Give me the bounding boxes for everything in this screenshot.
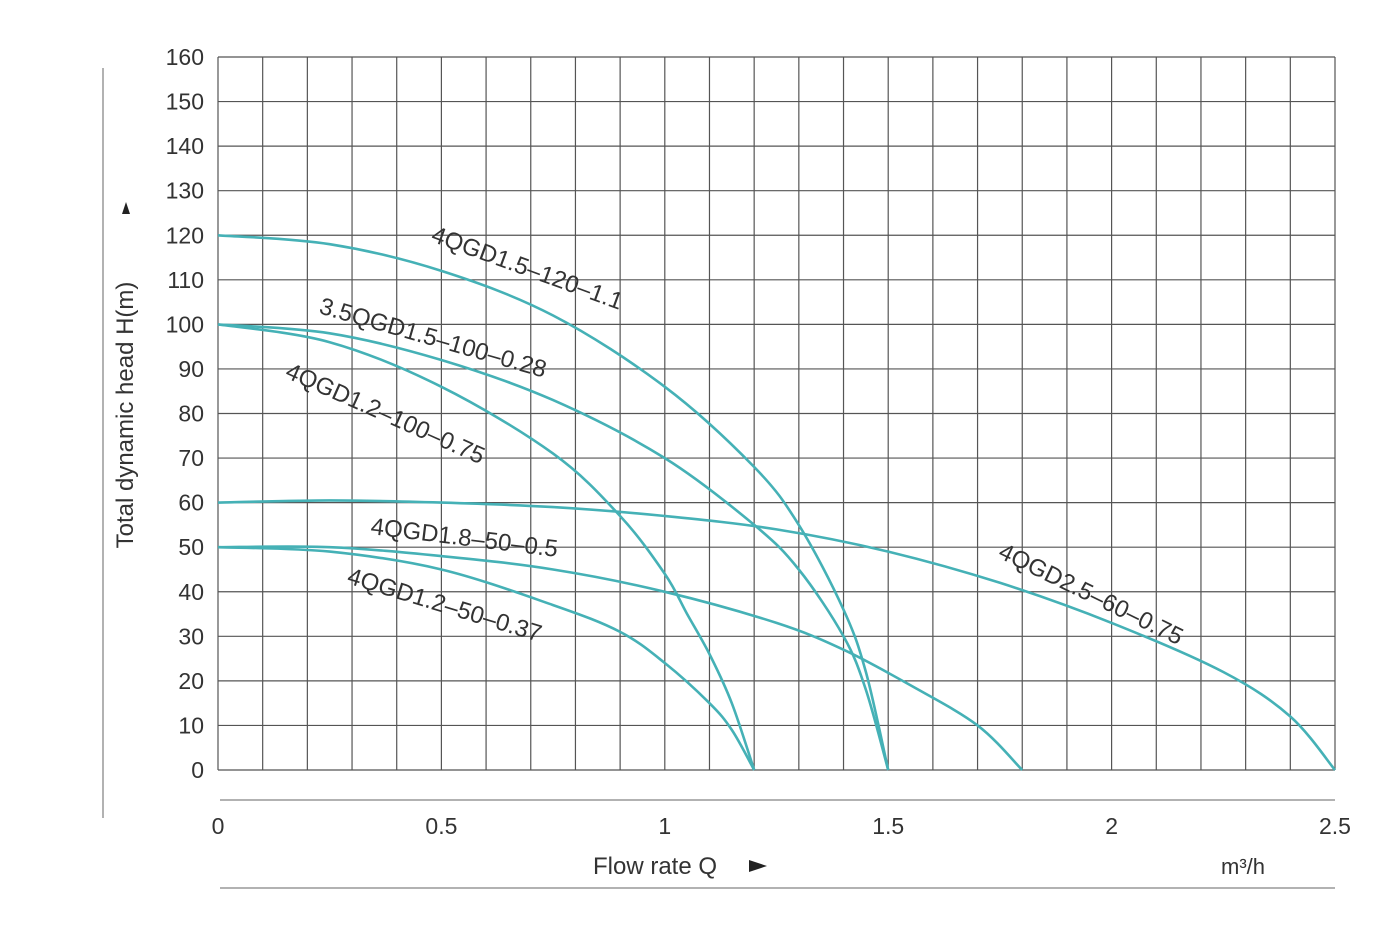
x-axis-title: Flow rate Q [593,853,717,880]
y-tick-label: 130 [166,178,204,204]
curve-label: 4QGD2.5–60–0.75 [994,538,1187,651]
x-axis-unit: m³/h [1221,854,1265,879]
grid [217,56,1336,771]
x-axis-arrow-icon [749,860,767,872]
y-axis-title: Total dynamic head H(m) [112,282,139,549]
y-tick-label: 50 [178,534,204,560]
y-tick-label: 10 [178,712,204,738]
curve-4qgd1-5-120-1-1 [217,234,890,771]
y-tick-label: 40 [178,579,204,605]
curve-4qgd1-2-100-0-75 [217,323,756,771]
y-tick-label: 150 [166,89,204,115]
y-tick-label: 90 [178,356,204,382]
y-axis-arrow-icon [122,202,130,214]
curve-label: 4QGD1.2–50–0.37 [344,563,545,648]
x-tick-labels: 0 0.5 1 1.5 2 2.5 [212,813,1351,839]
y-tick-label: 80 [178,401,204,427]
y-tick-label: 120 [166,222,204,248]
y-tick-label: 70 [178,445,204,471]
x-tick-label: 2 [1105,813,1118,839]
x-tick-label: 1.5 [872,813,904,839]
x-tick-label: 0 [212,813,225,839]
curve-4qgd1-2-50-0-37 [217,545,756,771]
x-tick-label: 0.5 [425,813,457,839]
y-tick-label: 60 [178,490,204,516]
curve-4qgd1-8-50-0-5 [217,545,1024,771]
y-tick-label: 100 [166,311,204,337]
y-tick-label: 20 [178,668,204,694]
y-tick-labels: 0 10 20 30 40 50 60 70 80 90 100 110 120 130 140 150 160 [166,44,204,783]
curve-labels: 4QGD1.5–120–1.13.5QGD1.5–100–0.284QGD1.2… [282,221,1188,650]
y-tick-label: 140 [166,133,204,159]
y-tick-label: 110 [167,267,204,293]
curves [217,234,1336,771]
x-tick-label: 2.5 [1319,813,1351,839]
curve-4qgd2-5-60-0-75 [217,499,1336,771]
y-tick-label: 30 [178,623,204,649]
y-tick-label: 160 [166,44,204,70]
x-tick-label: 1 [658,813,671,839]
y-tick-label: 0 [191,757,204,783]
